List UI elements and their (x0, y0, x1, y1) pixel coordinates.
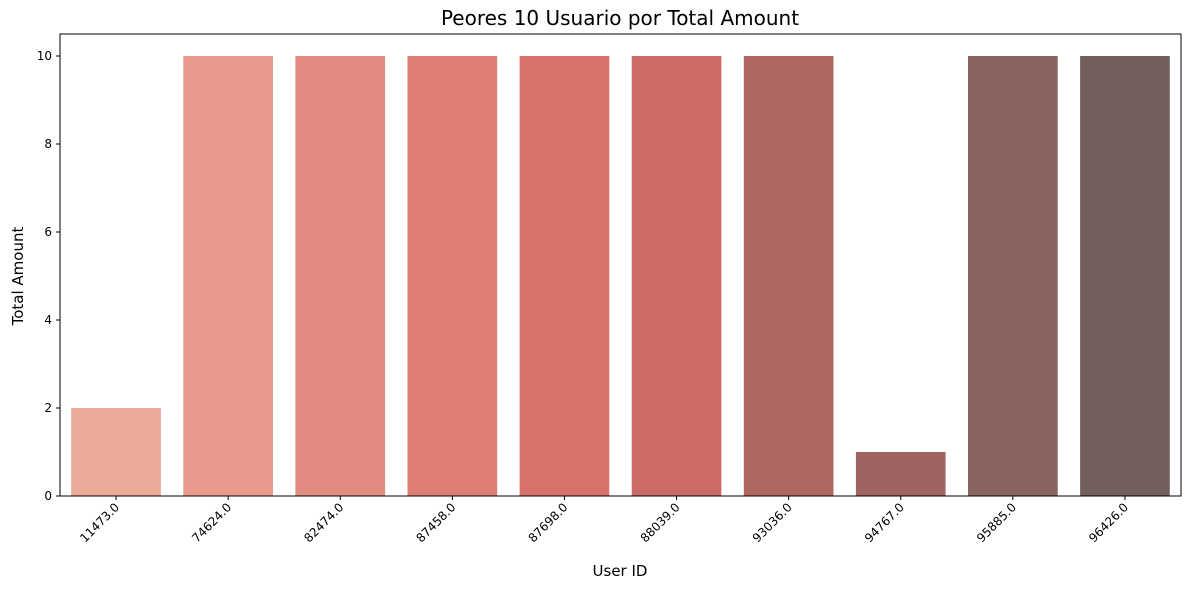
bar-95885.0 (968, 56, 1058, 496)
x-axis-title: User ID (593, 562, 648, 580)
bar-96426.0 (1080, 56, 1170, 496)
y-tick-label: 0 (44, 489, 52, 503)
y-tick-label: 4 (44, 313, 52, 327)
x-tick-label: 95885.0 (974, 500, 1019, 545)
x-tick-label: 87458.0 (413, 500, 458, 545)
x-tick-label: 96426.0 (1086, 500, 1131, 545)
y-tick-label: 2 (44, 401, 52, 415)
bar-11473.0 (71, 408, 161, 496)
x-tick-label: 93036.0 (750, 500, 795, 545)
bar-87458.0 (407, 56, 498, 496)
x-tick-label: 82474.0 (301, 500, 346, 545)
y-axis: 0 2 4 6 8 10 (37, 49, 60, 503)
bars-group (71, 56, 1170, 496)
chart-title: Peores 10 Usuario por Total Amount (441, 6, 799, 30)
y-tick-label: 8 (44, 137, 52, 151)
plot-frame (59, 33, 1182, 497)
x-tick-label: 94767.0 (862, 500, 907, 545)
x-tick-label: 74624.0 (189, 500, 234, 545)
y-tick-label: 10 (37, 49, 52, 63)
bar-88039.0 (631, 56, 722, 496)
bar-74624.0 (183, 56, 273, 496)
bar-87698.0 (519, 56, 610, 496)
bar-82474.0 (295, 56, 386, 496)
bar-93036.0 (743, 56, 834, 496)
x-tick-label: 11473.0 (77, 500, 122, 545)
y-axis-title: Total Amount (9, 227, 27, 327)
x-tick-label: 87698.0 (526, 500, 571, 545)
y-tick-label: 6 (44, 225, 52, 239)
bar-94767.0 (855, 452, 946, 496)
x-axis: 11473.0 74624.0 82474.0 87458.0 87698.0 88039… (77, 496, 1131, 545)
x-tick-label: 88039.0 (638, 500, 683, 545)
